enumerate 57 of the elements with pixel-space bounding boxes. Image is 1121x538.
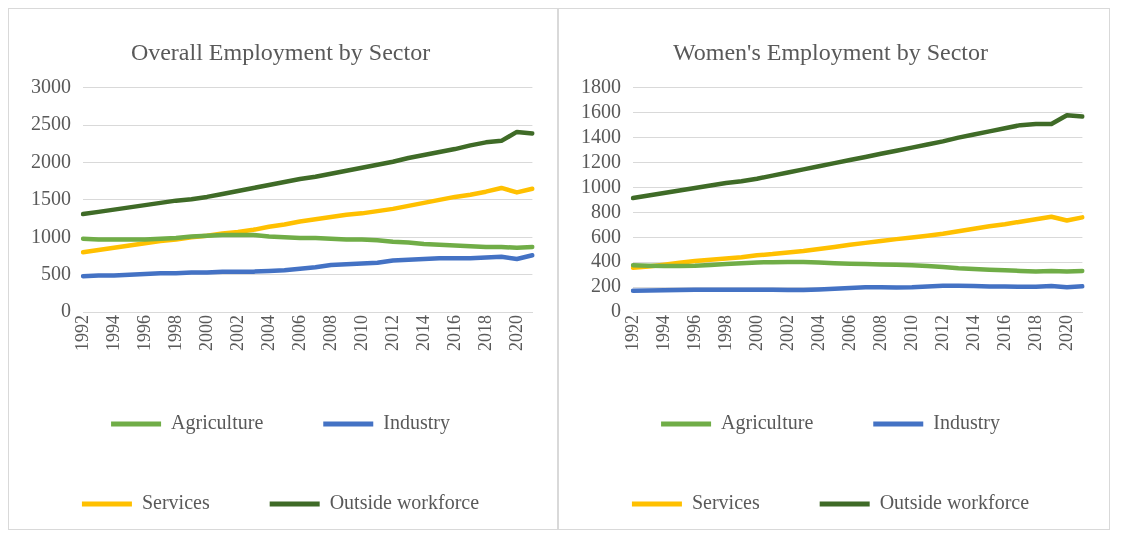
y-tick-label: 1600 xyxy=(581,99,621,122)
legend-label: Agriculture xyxy=(721,411,814,435)
y-tick-label: 2000 xyxy=(31,149,71,172)
x-tick-label: 2008 xyxy=(869,315,890,351)
x-tick-label: 1992 xyxy=(71,315,92,351)
chart-title: Women's Employment by Sector xyxy=(672,38,989,65)
x-tick-label: 2016 xyxy=(443,315,464,351)
y-tick-label: 1400 xyxy=(581,124,621,147)
x-tick-label: 2006 xyxy=(838,315,859,351)
y-tick-label: 1000 xyxy=(581,174,621,197)
x-tick-label: 2012 xyxy=(381,315,402,351)
x-tick-label: 2002 xyxy=(776,315,797,351)
chart-title: Overall Employment by Sector xyxy=(130,38,431,65)
x-tick-label: 2016 xyxy=(993,315,1014,351)
legend-label: Industry xyxy=(383,411,450,435)
x-tick-label: 1996 xyxy=(133,315,154,351)
y-tick-label: 1200 xyxy=(581,149,621,172)
x-tick-label: 2000 xyxy=(745,315,766,351)
legend-label: Industry xyxy=(933,411,1000,435)
x-tick-label: 2010 xyxy=(900,315,921,351)
legend-label: Services xyxy=(691,491,760,514)
y-tick-label: 3000 xyxy=(31,75,71,98)
y-tick-label: 1000 xyxy=(31,224,71,247)
x-tick-label: 1998 xyxy=(714,315,735,351)
x-tick-label: 2020 xyxy=(505,315,526,351)
y-tick-label: 500 xyxy=(41,261,71,284)
legend-label: Agriculture xyxy=(171,411,264,435)
x-tick-label: 1992 xyxy=(621,315,642,351)
y-tick-label: 600 xyxy=(591,224,621,247)
x-tick-label: 2008 xyxy=(319,315,340,351)
x-tick-label: 2004 xyxy=(257,315,278,351)
y-tick-label: 1500 xyxy=(31,187,71,210)
x-tick-label: 2000 xyxy=(195,315,216,351)
x-tick-label: 2006 xyxy=(288,315,309,351)
legend-label: Services xyxy=(141,491,210,514)
x-tick-label: 1996 xyxy=(683,315,704,351)
legend-label: Outside workforce xyxy=(329,491,480,514)
x-tick-label: 2002 xyxy=(226,315,247,351)
y-tick-label: 2500 xyxy=(31,112,71,135)
x-tick-label: 1994 xyxy=(652,315,673,351)
y-tick-label: 0 xyxy=(61,299,71,322)
x-tick-label: 2018 xyxy=(1024,315,1045,351)
x-tick-label: 2018 xyxy=(474,315,495,351)
legend-label: Outside workforce xyxy=(879,491,1030,514)
y-tick-label: 200 xyxy=(591,274,621,297)
x-tick-label: 1998 xyxy=(164,315,185,351)
x-tick-label: 2012 xyxy=(931,315,952,351)
x-tick-label: 1994 xyxy=(102,315,123,351)
y-tick-label: 400 xyxy=(591,249,621,272)
x-tick-label: 2014 xyxy=(412,315,433,351)
x-tick-label: 2014 xyxy=(962,315,983,351)
y-tick-label: 1800 xyxy=(581,75,621,98)
x-tick-label: 2010 xyxy=(350,315,371,351)
x-tick-label: 2020 xyxy=(1055,315,1076,351)
x-tick-label: 2004 xyxy=(807,315,828,351)
y-tick-label: 800 xyxy=(591,199,621,222)
y-tick-label: 0 xyxy=(611,299,621,322)
